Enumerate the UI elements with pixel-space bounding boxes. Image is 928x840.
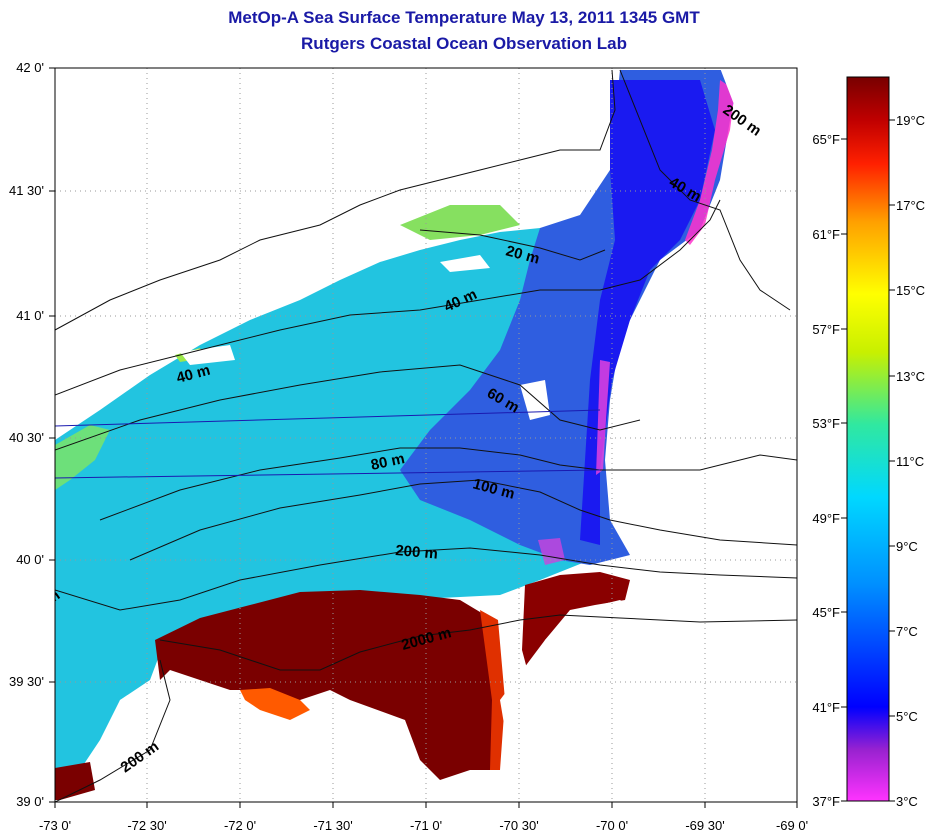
land-mass (55, 68, 540, 360)
longitude-label: -72 30' (127, 818, 166, 833)
map-ticks (49, 67, 798, 808)
cloud-gap (520, 380, 550, 420)
transect-line (55, 469, 601, 479)
colorbar-celsius-label: 5°C (896, 709, 918, 724)
coastline (55, 69, 616, 331)
longitude-label: -72 0' (224, 818, 256, 833)
cold-magenta-edge (685, 80, 735, 245)
longitude-label: -73 0' (39, 818, 71, 833)
map-subtitle: Rutgers Coastal Ocean Observation Lab (301, 34, 627, 53)
transect-line (55, 409, 601, 427)
longitude-label: -70 0' (596, 818, 628, 833)
colorbar-fahrenheit-label: 65°F (812, 132, 840, 147)
map-panel: 200 m 40 m 20 m 40 m 40 m 60 m 80 m 100 … (43, 68, 797, 802)
colorbar-fahrenheit-label: 45°F (812, 605, 840, 620)
coastal-green-band (55, 425, 110, 490)
bathymetry-contours (55, 69, 797, 802)
colorbar-fahrenheit-label: 53°F (812, 416, 840, 431)
colorbar-gradient (846, 76, 890, 802)
colorbar-fahrenheit-label: 37°F (812, 794, 840, 809)
offshore-cloud (500, 600, 797, 802)
southwest-cloud (100, 680, 250, 802)
warm-corner-patch (55, 762, 95, 800)
colorbar-celsius-label: 15°C (896, 283, 925, 298)
shelf-water-region (55, 228, 590, 790)
longitude-label: -70 30' (499, 818, 538, 833)
colorbar-celsius-label: 9°C (896, 539, 918, 554)
contour-200m-south (55, 659, 171, 802)
latitude-label: 39 0' (16, 794, 44, 809)
longitude-label: -71 0' (410, 818, 442, 833)
contour-200m (55, 547, 797, 611)
contour-40m (55, 199, 721, 396)
colorbar-celsius-label: 3°C (896, 794, 918, 809)
colorbar-fahrenheit-label: 61°F (812, 227, 840, 242)
coastline-cape (619, 69, 791, 311)
graticule (55, 68, 797, 802)
latitude-label: 40 0' (16, 552, 44, 567)
contour-80m (99, 447, 797, 521)
colorbar-celsius-label: 11°C (896, 454, 924, 469)
map-title: MetOp-A Sea Surface Temperature May 13, … (228, 8, 700, 27)
colorbar-celsius-label: 13°C (896, 369, 925, 384)
cloud-gap (440, 255, 490, 272)
depth-label: 80 m (369, 450, 406, 474)
contour-2000m (159, 614, 797, 671)
cold-magenta-edge (596, 360, 610, 475)
colorbar-celsius-label: 17°C (896, 198, 925, 213)
latitude-label: 41 0' (16, 308, 44, 323)
contour-20m (419, 229, 606, 261)
colorbar-fahrenheit-label: 57°F (812, 322, 840, 337)
cape-cod-land (680, 68, 797, 420)
deep-blue-band (580, 80, 715, 545)
warm-slope-water-east (522, 572, 630, 680)
latitude-label: 39 30' (9, 674, 44, 689)
contour-60m (55, 364, 641, 451)
colorbar-fahrenheit-label: 49°F (812, 511, 840, 526)
depth-label: 200 m (395, 542, 439, 563)
temperature-colorbar: 19°C 17°C 15°C 13°C 11°C 9°C 7°C 5°C 3°C… (812, 76, 925, 809)
warm-orange-edge (240, 688, 310, 720)
longitude-label: -69 0' (776, 818, 808, 833)
colorbar-fahrenheit-label: 41°F (812, 700, 840, 715)
cloud-gap (180, 345, 235, 365)
latitude-label: 42 0' (16, 60, 44, 75)
longitude-label: -69 30' (685, 818, 724, 833)
latitude-label: 40 30' (9, 430, 44, 445)
depth-label: m (43, 587, 64, 609)
colorbar-celsius-label: 7°C (896, 624, 918, 639)
colorbar-celsius-label: 19°C (896, 113, 925, 128)
longitude-label: -71 30' (313, 818, 352, 833)
warm-orange-edge (480, 610, 505, 770)
contour-100m (129, 479, 797, 561)
latitude-label: 41 30' (9, 183, 44, 198)
